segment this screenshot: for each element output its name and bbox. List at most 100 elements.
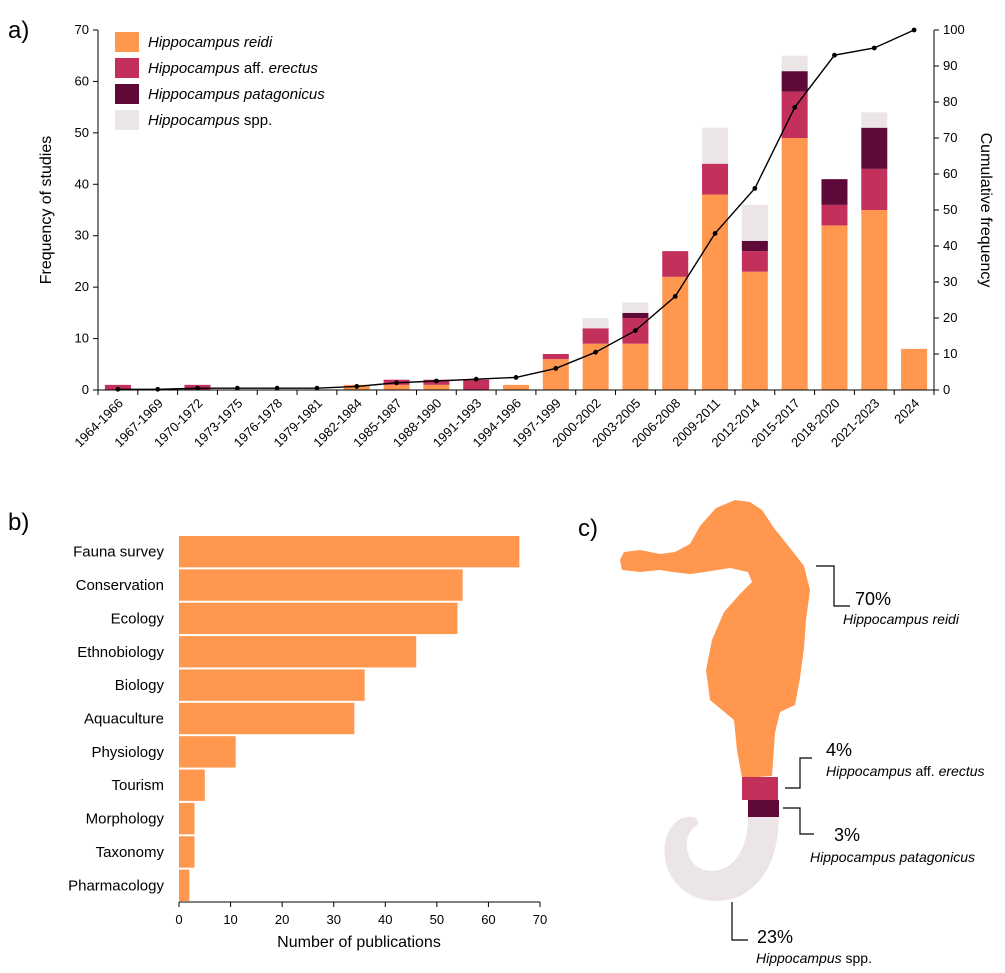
species-label-spp: Hippocampus spp. xyxy=(756,950,872,966)
bar xyxy=(179,602,458,635)
cumulative-point xyxy=(513,375,519,380)
y2-tick-label: 90 xyxy=(943,58,957,73)
bar-segment xyxy=(861,127,888,169)
axes xyxy=(97,30,935,391)
bar-segment xyxy=(542,354,569,360)
bar-segment xyxy=(741,251,768,272)
cumulative-point xyxy=(832,52,837,58)
category-label: Ecology xyxy=(111,610,165,627)
cumulative-point xyxy=(672,294,678,299)
y2-tick-label: 100 xyxy=(943,22,965,37)
leader-line-patagonicus xyxy=(783,807,814,835)
cumulative-line-layer xyxy=(115,27,917,392)
y2-tick-label: 30 xyxy=(943,274,957,289)
legend-label: Hippocampus aff. erectus xyxy=(148,60,318,77)
bar-segment xyxy=(702,194,729,390)
x-tick-label: 70 xyxy=(533,912,547,927)
bar-segment xyxy=(582,328,609,344)
bar-segment xyxy=(741,204,768,241)
bar-segment xyxy=(622,312,649,318)
stacked-bar-chart: 0102030405060700102030405060708090100196… xyxy=(38,22,994,450)
panel-label-b: b) xyxy=(8,509,29,536)
y-tick-label: 40 xyxy=(75,176,89,191)
legend-swatch xyxy=(115,84,139,104)
x-tick-label: 10 xyxy=(223,912,237,927)
bar-segment xyxy=(781,71,808,92)
cumulative-point xyxy=(593,349,599,355)
x-tick-label: 20 xyxy=(275,912,289,927)
leader-line-reidi xyxy=(816,565,850,607)
seahorse-proportion-figure: 70% Hippocampus reidi 4% Hippocampus aff… xyxy=(620,500,985,966)
category-label: Ethnobiology xyxy=(77,644,164,661)
category-label: Morphology xyxy=(86,811,165,828)
category-label: Conservation xyxy=(76,577,164,594)
legend-label: Hippocampus reidi xyxy=(148,34,273,51)
x-tick-label: 0 xyxy=(175,912,182,927)
pct-erectus: 4% xyxy=(826,740,852,760)
pct-spp: 23% xyxy=(757,927,793,947)
bar xyxy=(179,636,417,668)
bar-segment xyxy=(622,343,649,390)
leader-line-erectus xyxy=(785,757,812,789)
bar-segment xyxy=(821,179,848,205)
panel-label-a: a) xyxy=(8,17,29,44)
bar-segment xyxy=(781,55,808,72)
y-tick-label: 0 xyxy=(82,382,89,397)
bar-segment xyxy=(423,384,450,390)
cumulative-point xyxy=(633,328,638,333)
cumulative-point xyxy=(712,231,718,236)
cumulative-point xyxy=(115,386,121,392)
bars-layer xyxy=(179,536,520,901)
cumulative-point xyxy=(274,385,280,391)
category-label: Tourism xyxy=(111,777,164,794)
cumulative-point xyxy=(752,186,758,191)
bar xyxy=(179,569,463,601)
cumulative-point xyxy=(155,386,161,392)
category-label: Pharmacology xyxy=(68,877,164,894)
cumulative-point xyxy=(394,380,399,386)
pct-patagonicus: 3% xyxy=(834,825,860,845)
category-label: Physiology xyxy=(91,744,164,761)
bar-segment xyxy=(861,112,888,128)
bar-segment xyxy=(662,276,689,390)
panel-label-c: c) xyxy=(578,515,598,542)
legend-label: Hippocampus patagonicus xyxy=(148,86,325,103)
x-tick-label: 60 xyxy=(481,912,495,927)
y2-tick-label: 20 xyxy=(943,310,957,325)
bar-segment xyxy=(741,271,768,390)
bar-segment xyxy=(861,210,888,390)
seahorse-band-erectus xyxy=(742,777,778,800)
legend-swatch xyxy=(115,32,139,52)
bar xyxy=(179,736,236,768)
bars-layer xyxy=(104,55,928,390)
y-tick-label: 60 xyxy=(75,73,89,88)
leader-line-spp xyxy=(731,902,748,941)
legend: Hippocampus reidi Hippocampus aff. erectu… xyxy=(115,32,325,130)
cumulative-point xyxy=(433,378,439,384)
bar-segment xyxy=(781,91,808,138)
x-tick-label: 50 xyxy=(430,912,444,927)
cumulative-point xyxy=(234,385,240,391)
bar-segment xyxy=(542,359,569,390)
y-tick-label: 20 xyxy=(75,279,89,294)
seahorse-tail-spp xyxy=(664,816,779,901)
legend-label: Hippocampus spp. xyxy=(148,112,272,129)
y2-axis-title: Cumulative frequency xyxy=(977,133,994,288)
bar-segment xyxy=(702,163,729,195)
cumulative-point xyxy=(911,27,917,33)
bar xyxy=(179,802,195,835)
bar xyxy=(179,702,355,735)
bar-segment xyxy=(622,302,649,313)
bar-segment xyxy=(821,225,848,390)
x-tick-label: 2024 xyxy=(891,396,922,427)
bar-segment xyxy=(503,384,529,390)
y2-tick-label: 70 xyxy=(943,130,957,145)
pct-reidi: 70% xyxy=(855,589,891,609)
x-axis-title: Number of publications xyxy=(277,934,441,951)
y2-tick-label: 0 xyxy=(943,382,950,397)
bar-segment xyxy=(383,384,410,390)
bar-segment xyxy=(582,318,609,329)
cumulative-point xyxy=(195,385,200,391)
cumulative-point xyxy=(792,105,798,110)
y-tick-label: 30 xyxy=(75,228,89,243)
